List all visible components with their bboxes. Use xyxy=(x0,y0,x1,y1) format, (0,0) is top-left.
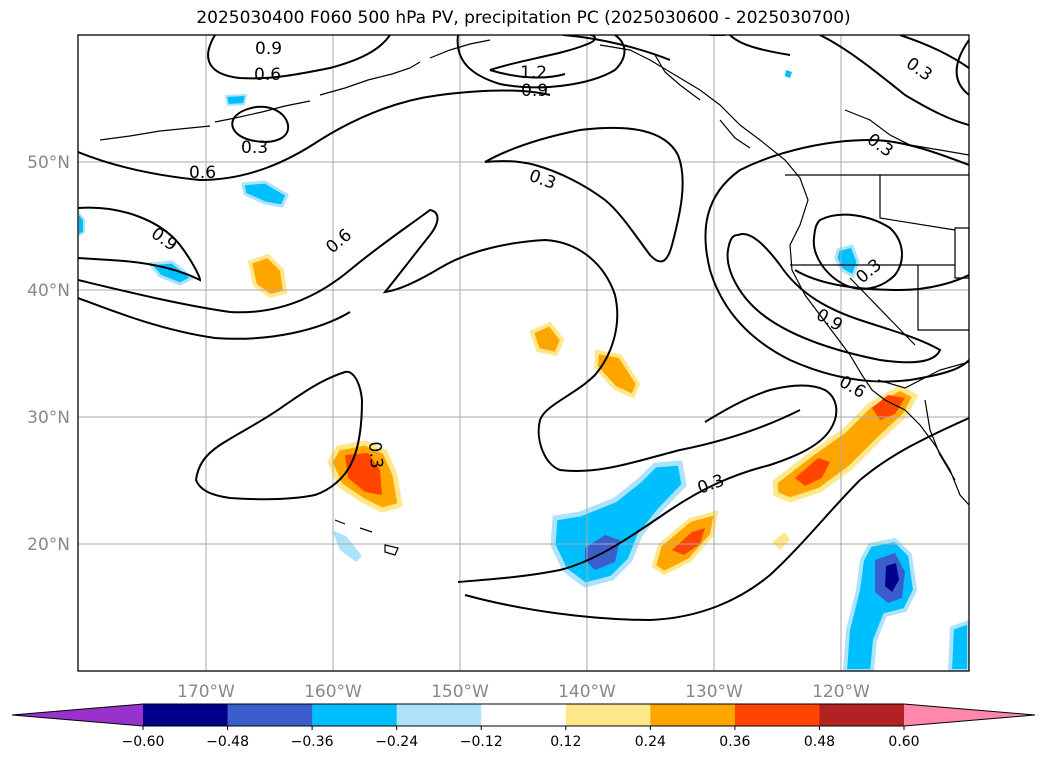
lon-tick-label: 160°W xyxy=(304,682,362,702)
precip-strong-hawaii xyxy=(345,453,382,495)
colorbar-segment xyxy=(312,704,398,726)
colorbar-tick-label: −0.48 xyxy=(206,734,249,750)
precip-negative-aleutian xyxy=(224,93,248,107)
precip-negative-hawaii-w xyxy=(332,530,362,562)
lat-tick-label: 20°N xyxy=(27,535,70,555)
pv-contours xyxy=(78,35,969,622)
contour-label: 0.6 xyxy=(189,163,216,183)
colorbar-segment xyxy=(565,704,651,726)
colorbar-tick-label: 0.48 xyxy=(804,734,835,750)
precip-negative-ak xyxy=(785,70,792,78)
precip-negative-sw-peak xyxy=(885,563,899,592)
colorbar-tick-label: 0.24 xyxy=(635,734,666,750)
lat-tick-labels: 50°N 40°N 30°N 20°N xyxy=(27,153,70,555)
lon-tick-label: 130°W xyxy=(685,682,743,702)
lon-tick-label: 150°W xyxy=(431,682,489,702)
lon-tick-labels: 170°W 160°W 150°W 140°W 130°W 120°W xyxy=(177,682,870,702)
lon-tick-label: 120°W xyxy=(812,682,870,702)
contour-labels: 0.9 0.6 0.3 1.2 0.9 0.3 0.6 0.3 0.9 0.6 … xyxy=(147,39,936,499)
colorbar-tick-label: −0.24 xyxy=(375,734,418,750)
precip-strong-coast-b xyxy=(872,395,905,420)
contour-label: 0.9 xyxy=(255,39,282,59)
colorbar-tick-label: 0.12 xyxy=(550,734,581,750)
colorbar-extend-low xyxy=(12,704,143,726)
colorbar-segment xyxy=(227,704,313,726)
colorbar-tick-label: −0.60 xyxy=(122,734,165,750)
precip-negative-41n xyxy=(147,260,195,286)
colorbar-tick-label: 0.36 xyxy=(719,734,750,750)
precip-positive-35n xyxy=(529,321,565,357)
precip-strong-22n xyxy=(672,528,705,555)
colorbar-segment xyxy=(143,704,229,726)
colorbar-extend-high xyxy=(904,704,1035,726)
precip-negative-45n xyxy=(241,180,289,208)
lon-tick-label: 140°W xyxy=(558,682,616,702)
map-frame xyxy=(77,34,970,672)
colorbar-segment xyxy=(650,704,736,726)
precip-negative-se xyxy=(947,619,969,671)
coastlines xyxy=(99,39,969,556)
contour-label: 0.3 xyxy=(364,441,386,470)
contour-label: 0.3 xyxy=(241,138,268,158)
contour-label: 1.2 xyxy=(520,63,547,83)
precip-negative-west-edge xyxy=(78,210,85,238)
precip-positive-40n xyxy=(247,253,288,299)
lat-tick-label: 40°N xyxy=(27,281,70,301)
colorbar-segment xyxy=(481,704,567,726)
colorbar: −0.60 −0.48 −0.36 −0.24 −0.12 0.12 0.24 0.36 0.4… xyxy=(11,703,1036,750)
precip-shading xyxy=(78,70,969,671)
lon-tick-label: 170°W xyxy=(177,682,235,702)
contour-label: 0.6 xyxy=(254,65,281,85)
map-title: 2025030400 F060 500 hPa PV, precipitatio… xyxy=(196,8,851,28)
colorbar-tick-label: −0.12 xyxy=(460,734,503,750)
lat-tick-label: 30°N xyxy=(27,408,70,428)
precip-strong-coast-a xyxy=(795,458,830,486)
lat-tick-label: 50°N xyxy=(27,153,70,173)
colorbar-segment xyxy=(734,704,820,726)
map-panel: 0.9 0.6 0.3 1.2 0.9 0.3 0.6 0.3 0.9 0.6 … xyxy=(78,35,969,671)
colorbar-segment xyxy=(819,704,905,726)
colorbar-tick-label: 0.60 xyxy=(888,734,919,750)
colorbar-segment xyxy=(396,704,482,726)
contour-label: 0.9 xyxy=(521,81,548,101)
precip-positive-33n xyxy=(593,349,641,399)
precip-positive-small xyxy=(772,532,790,550)
colorbar-tick-label: −0.36 xyxy=(291,734,334,750)
